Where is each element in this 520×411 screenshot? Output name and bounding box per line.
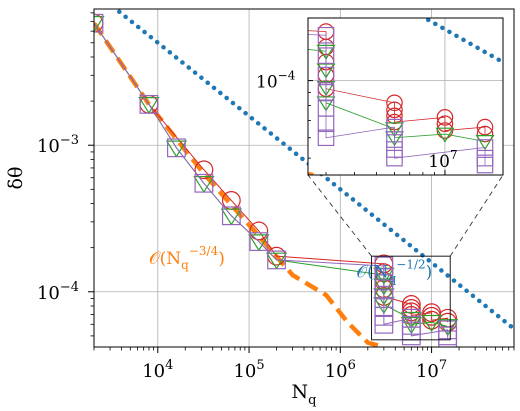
inset-plot: 107 10−4 (50, 10, 504, 176)
reference-line-dotted (420, 18, 503, 65)
data-point-square (374, 268, 394, 287)
data-point-square (374, 314, 394, 334)
inset-ticks: 107 10−4 (256, 69, 458, 175)
x-axis-label-main: N (292, 381, 309, 403)
data-point-square (317, 26, 335, 44)
data-point-square (476, 156, 494, 174)
data-point-square (374, 279, 394, 299)
zoom-connector-right (449, 174, 504, 257)
data-point-circle (386, 94, 403, 112)
data-point-square (401, 326, 421, 346)
x-axis-label: Nq (292, 381, 317, 408)
data-point-circle (436, 115, 454, 133)
data-point-square (51, 17, 66, 32)
data-point-square (167, 138, 186, 158)
data-point-triangle (193, 175, 215, 194)
zoom-connector-left (307, 174, 372, 257)
x-tick-label: 105 (233, 358, 264, 382)
y-axis-label: δθ (5, 167, 27, 190)
main-plot-series (94, 9, 514, 347)
inset-x-tick-label: 107 (428, 148, 457, 172)
data-point-triangle (248, 234, 270, 252)
data-point-triangle (50, 19, 67, 32)
x-tick-label: 104 (142, 358, 173, 382)
annotation-label: 𝒪(Nq−1/2) (356, 258, 432, 286)
data-point-square (249, 232, 269, 251)
data-point-square (221, 206, 241, 226)
x-tick-label: 106 (325, 358, 356, 382)
data-point-triangle (435, 127, 455, 143)
data-point-square (386, 149, 403, 167)
data-point-circle (476, 125, 494, 143)
data-point-triangle (475, 135, 495, 151)
data-point-triangle (265, 252, 288, 270)
data-point-square (94, 13, 104, 33)
reference-line-dotted (112, 9, 514, 332)
data-point-square (139, 94, 159, 114)
annotation-label: 𝒪(Nq−3/4) (149, 244, 225, 272)
series-line (308, 34, 486, 166)
data-point-square (194, 173, 214, 193)
inset-frame (307, 17, 504, 176)
data-point-triangle (384, 122, 404, 138)
data-point-circle (194, 160, 214, 180)
data-point-square (267, 250, 286, 270)
zoom-connectors (307, 174, 504, 341)
data-point-triangle (400, 316, 423, 335)
x-axis-label-sub: q (308, 393, 316, 408)
data-point-circle (436, 122, 454, 139)
data-point-circle (401, 295, 421, 314)
main-ticks: 104 105 106 107 10−4 10−3 (37, 12, 515, 382)
data-point-circle (476, 118, 494, 136)
data-point-square (374, 256, 394, 276)
x-tick-label: 107 (416, 358, 447, 382)
data-point-square (317, 129, 335, 147)
data-point-triangle (400, 311, 423, 329)
data-point-square (317, 47, 335, 64)
data-point-square (386, 131, 403, 148)
reference-line-dashed (94, 21, 385, 347)
inset-grid (308, 18, 503, 175)
data-point-square (317, 66, 335, 84)
data-point-triangle (94, 15, 105, 33)
data-point-square (317, 84, 335, 101)
y-tick-label: 10−3 (37, 133, 79, 157)
data-point-triangle (138, 97, 160, 115)
data-point-triangle (165, 140, 188, 158)
zoom-box (371, 255, 451, 341)
data-point-circle (249, 221, 269, 241)
data-point-circle (386, 101, 403, 119)
y-tick-label: 10−4 (37, 280, 79, 304)
data-point-square (317, 115, 335, 133)
data-point-square (476, 139, 494, 156)
annotations: 𝒪(Nq−1/2) 𝒪(Nq−3/4) (149, 244, 432, 286)
data-point-square (386, 118, 403, 136)
inset-series (50, 10, 503, 175)
data-point-triangle (420, 314, 443, 332)
data-point-circle (51, 10, 66, 25)
inset-background (308, 18, 503, 175)
data-point-circle (436, 109, 454, 126)
data-point-triangle (220, 208, 243, 226)
data-point-square (386, 141, 403, 158)
inset-y-tick-label: 10−4 (256, 69, 296, 93)
